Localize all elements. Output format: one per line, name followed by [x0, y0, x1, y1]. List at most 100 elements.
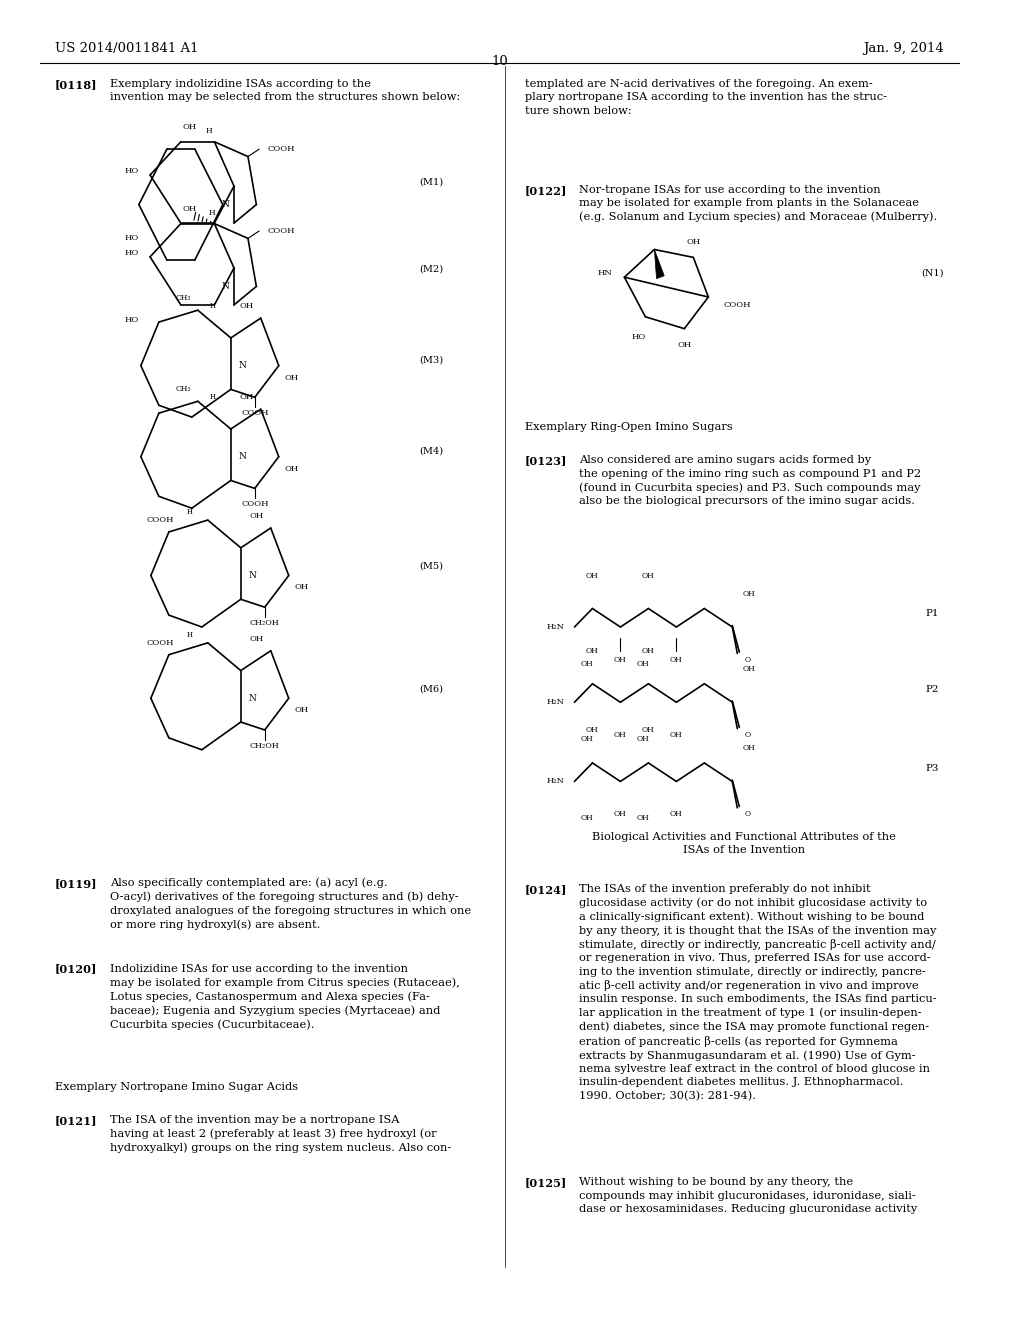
Text: [0121]: [0121]	[55, 1115, 97, 1126]
Text: N: N	[239, 453, 247, 461]
Text: H₂N: H₂N	[547, 698, 564, 706]
Text: COOH: COOH	[146, 516, 174, 524]
Text: OH: OH	[642, 572, 654, 579]
Text: OH: OH	[642, 647, 654, 655]
Text: OH: OH	[285, 374, 299, 381]
Text: [0122]: [0122]	[524, 185, 567, 195]
Text: OH: OH	[586, 647, 599, 655]
Text: OH: OH	[581, 660, 594, 668]
Text: COOH: COOH	[267, 145, 295, 153]
Text: COOH: COOH	[241, 409, 268, 417]
Text: The ISA of the invention may be a nortropane ISA
having at least 2 (preferably a: The ISA of the invention may be a nortro…	[110, 1115, 452, 1154]
Text: OH: OH	[637, 735, 650, 743]
Text: Biological Activities and Functional Attributes of the
ISAs of the Invention: Biological Activities and Functional Att…	[592, 832, 896, 855]
Text: H₂N: H₂N	[547, 623, 564, 631]
Text: COOH: COOH	[267, 227, 295, 235]
Text: HO: HO	[631, 333, 645, 341]
Text: HN: HN	[598, 269, 612, 277]
Text: O: O	[744, 656, 751, 664]
Text: OH: OH	[295, 583, 309, 591]
Text: OH: OH	[614, 656, 627, 664]
Text: OH: OH	[670, 731, 683, 739]
Text: (N1): (N1)	[922, 269, 944, 277]
Text: HO: HO	[125, 249, 139, 257]
Text: OH: OH	[670, 810, 683, 818]
Text: CH₃: CH₃	[175, 294, 190, 302]
Text: OH: OH	[581, 735, 594, 743]
Text: HO: HO	[125, 234, 139, 242]
Text: Nor-tropane ISAs for use according to the invention
may be isolated for example : Nor-tropane ISAs for use according to th…	[580, 185, 938, 222]
Text: OH: OH	[614, 731, 627, 739]
Text: Exemplary indolizidine ISAs according to the
invention may be selected from the : Exemplary indolizidine ISAs according to…	[110, 79, 460, 103]
Text: Exemplary Nortropane Imino Sugar Acids: Exemplary Nortropane Imino Sugar Acids	[55, 1082, 298, 1093]
Text: OH: OH	[637, 814, 650, 822]
Text: (M4): (M4)	[420, 447, 443, 455]
Text: US 2014/0011841 A1: US 2014/0011841 A1	[55, 42, 199, 55]
Text: OH: OH	[295, 706, 309, 714]
Text: Also specifically contemplated are: (a) acyl (e.g.
O-acyl) derivatives of the fo: Also specifically contemplated are: (a) …	[110, 878, 471, 929]
Text: OH: OH	[285, 465, 299, 473]
Text: The ISAs of the invention preferably do not inhibit
glucosidase activity (or do : The ISAs of the invention preferably do …	[580, 884, 937, 1101]
Text: HO: HO	[125, 168, 139, 176]
Text: OH: OH	[677, 341, 691, 348]
Text: [0124]: [0124]	[524, 884, 567, 895]
Text: Jan. 9, 2014: Jan. 9, 2014	[863, 42, 944, 55]
Text: Indolizidine ISAs for use according to the invention
may be isolated for example: Indolizidine ISAs for use according to t…	[110, 964, 460, 1030]
Text: Exemplary Ring-Open Imino Sugars: Exemplary Ring-Open Imino Sugars	[524, 422, 732, 433]
Text: N: N	[239, 362, 247, 370]
Text: N: N	[249, 572, 257, 579]
Text: P1: P1	[926, 610, 939, 618]
Text: H: H	[186, 508, 193, 516]
Text: OH: OH	[240, 302, 254, 310]
Text: OH: OH	[614, 810, 627, 818]
Text: H: H	[209, 209, 215, 216]
Text: [0118]: [0118]	[55, 79, 97, 90]
Text: H: H	[206, 127, 213, 135]
Polygon shape	[654, 249, 665, 279]
Text: COOH: COOH	[241, 500, 268, 508]
Text: OH: OH	[742, 744, 755, 752]
Text: OH: OH	[637, 660, 650, 668]
Text: OH: OH	[586, 572, 599, 579]
Text: N: N	[221, 201, 229, 209]
Text: [0119]: [0119]	[55, 878, 97, 888]
Text: (M1): (M1)	[420, 178, 443, 186]
Text: OH: OH	[686, 238, 700, 246]
Text: P3: P3	[926, 764, 939, 772]
Text: OH: OH	[250, 635, 264, 643]
Text: CH₂OH: CH₂OH	[250, 619, 280, 627]
Text: CH₂OH: CH₂OH	[250, 742, 280, 750]
Text: 10: 10	[492, 55, 508, 69]
Text: OH: OH	[742, 590, 755, 598]
Text: H₂N: H₂N	[547, 777, 564, 785]
Text: (M2): (M2)	[420, 265, 443, 273]
Text: OH: OH	[642, 726, 654, 734]
Text: templated are N-acid derivatives of the foregoing. An exem-
plary nortropane ISA: templated are N-acid derivatives of the …	[524, 79, 887, 116]
Text: HO: HO	[125, 315, 139, 323]
Text: P2: P2	[926, 685, 939, 693]
Text: [0123]: [0123]	[524, 455, 567, 466]
Text: OH: OH	[586, 726, 599, 734]
Text: Also considered are amino sugars acids formed by
the opening of the imino ring s: Also considered are amino sugars acids f…	[580, 455, 922, 506]
Text: (M3): (M3)	[420, 356, 443, 364]
Text: OH: OH	[250, 512, 264, 520]
Text: OH: OH	[182, 205, 197, 213]
Text: (M6): (M6)	[420, 685, 443, 693]
Text: CH₃: CH₃	[175, 385, 190, 393]
Text: [0125]: [0125]	[524, 1177, 566, 1188]
Text: [0120]: [0120]	[55, 964, 97, 974]
Text: OH: OH	[240, 393, 254, 401]
Text: H: H	[186, 631, 193, 639]
Text: H: H	[210, 302, 216, 310]
Text: OH: OH	[182, 123, 197, 131]
Text: (M5): (M5)	[420, 562, 443, 570]
Text: OH: OH	[670, 656, 683, 664]
Text: COOH: COOH	[723, 301, 751, 309]
Text: N: N	[249, 694, 257, 702]
Text: OH: OH	[581, 814, 594, 822]
Text: COOH: COOH	[146, 639, 174, 647]
Text: H: H	[210, 393, 216, 401]
Text: O: O	[744, 731, 751, 739]
Text: OH: OH	[742, 665, 755, 673]
Text: Without wishing to be bound by any theory, the
compounds may inhibit glucuronida: Without wishing to be bound by any theor…	[580, 1177, 918, 1214]
